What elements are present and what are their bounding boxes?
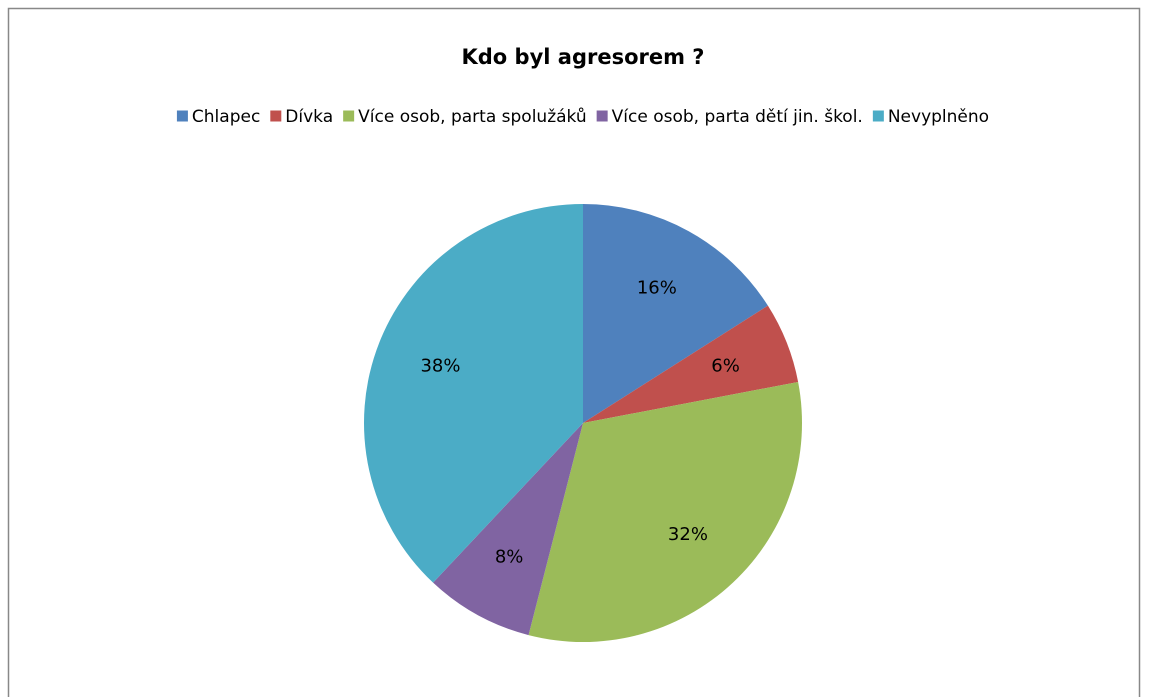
chart-title: Kdo byl agresorem ? [462,45,705,69]
legend-swatch [270,110,282,122]
legend: Chlapec Dívka Více osob, parta spolužáků Ví… [176,107,989,127]
data-label: 16% [637,278,677,299]
legend-swatch [596,110,608,122]
pie-slice [433,423,583,636]
legend-label: Více osob, parta dětí jin. škol. [612,107,863,127]
data-label: 8% [495,546,524,567]
pie-slice [583,305,799,423]
legend-label: Více osob, parta spolužáků [358,107,587,127]
data-label: 32% [668,524,708,545]
legend-label: Nevyplněno [888,107,989,127]
pie-slice [364,204,583,583]
legend-swatch [176,110,188,122]
legend-label: Chlapec [192,107,260,127]
data-label: 6% [711,356,740,377]
legend-swatch [872,110,884,122]
data-label: 38% [420,356,460,377]
legend-label: Dívka [285,107,333,127]
pie-slice [583,204,768,423]
legend-swatch [343,110,355,122]
pie-slice [528,381,802,642]
